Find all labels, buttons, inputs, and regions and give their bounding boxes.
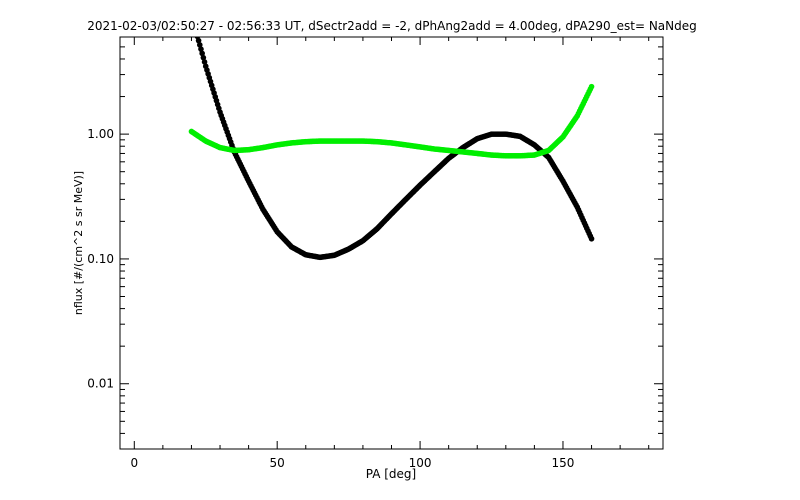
series-0: [189, 12, 595, 261]
plot-frame: [119, 36, 664, 450]
data-point: [196, 42, 203, 48]
x-axis-label: PA [deg]: [366, 467, 416, 481]
data-point: [588, 235, 595, 242]
y-tick-label: 1.00: [87, 127, 114, 141]
x-axis: 0 50 100 150: [130, 37, 650, 470]
data-series: [188, 12, 595, 261]
y-tick-label: 0.01: [87, 377, 114, 391]
data-point: [189, 12, 195, 18]
x-tick-label: 100: [409, 456, 432, 470]
chart-title: 2021-02-03/02:50:27 - 02:56:33 UT, dSect…: [87, 19, 697, 33]
x-tick-label: 150: [552, 456, 575, 470]
x-tick-label: 0: [130, 456, 138, 470]
series-1: [188, 83, 595, 159]
y-axis: 0.01 0.10 1.00: [87, 36, 663, 450]
data-point: [195, 37, 202, 44]
data-point: [200, 54, 207, 61]
data-point: [201, 59, 208, 65]
y-tick-label: 0.10: [87, 252, 114, 266]
data-point: [198, 46, 204, 52]
data-point: [588, 83, 595, 90]
y-axis-label: nflux [#/(cm^2 s sr MeV)]: [72, 171, 85, 315]
x-tick-label: 50: [270, 456, 285, 470]
data-point: [199, 50, 205, 57]
